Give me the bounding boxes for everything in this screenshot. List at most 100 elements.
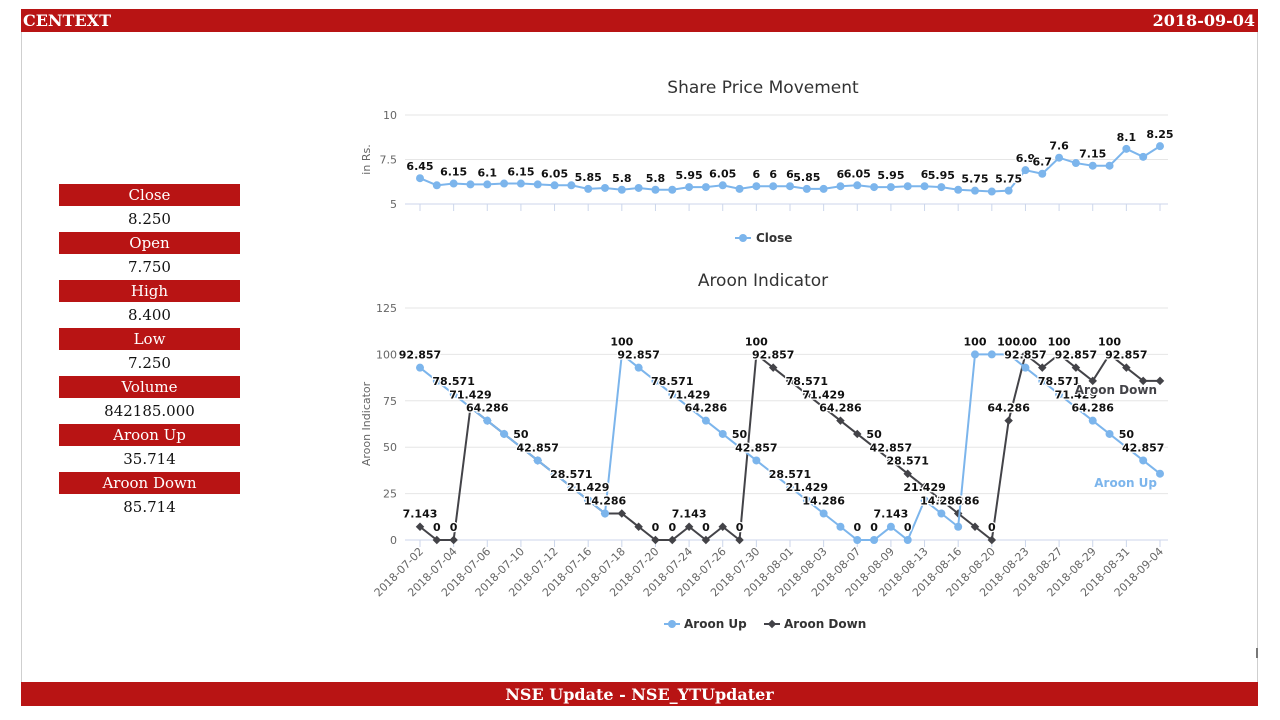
data-point <box>1038 169 1047 178</box>
data-point <box>1122 443 1131 452</box>
stat-value: 35.714 <box>123 450 176 468</box>
data-point <box>802 184 811 193</box>
data-label: 92.857 <box>1105 349 1147 362</box>
data-label: 78.571 <box>786 375 828 388</box>
data-label: 0 <box>904 521 912 534</box>
data-point <box>432 535 442 545</box>
stat-aroon-up: Aroon Up 35.714 <box>59 424 240 472</box>
stat-value: 7.250 <box>128 354 171 372</box>
data-label: 7.6 <box>1049 140 1069 153</box>
data-label: 5.95 <box>877 169 904 182</box>
data-label: 6 <box>786 168 794 181</box>
data-point <box>601 509 609 518</box>
data-point <box>1004 186 1013 195</box>
data-label: 28.571 <box>769 468 811 481</box>
stat-value: 7.750 <box>128 258 171 276</box>
data-label: 50 <box>513 428 529 441</box>
data-label: 8.1 <box>1117 131 1137 144</box>
data-point <box>802 389 812 399</box>
data-label: 92.857 <box>399 349 441 362</box>
data-label: 50 <box>732 428 748 441</box>
data-point <box>886 456 896 465</box>
data-point <box>483 180 492 189</box>
stats-panel: Close 8.250 Open 7.750 High 8.400 Low 7.… <box>59 184 240 520</box>
data-point <box>416 174 424 183</box>
data-point <box>651 376 660 385</box>
data-label: 100 <box>997 335 1020 348</box>
data-point <box>903 469 912 478</box>
legend-label: Close <box>756 231 792 245</box>
data-point <box>466 403 475 412</box>
data-point <box>718 429 727 438</box>
data-label: 100 <box>745 335 768 348</box>
data-label: 6.05 <box>541 167 568 180</box>
data-point <box>466 180 475 189</box>
data-label: 14.286 <box>937 494 980 507</box>
data-point <box>668 535 677 545</box>
data-label: 50 <box>513 428 529 441</box>
data-point <box>432 376 441 385</box>
data-point <box>483 416 492 425</box>
data-label: 6.05 <box>709 167 736 180</box>
data-point <box>668 185 677 194</box>
report-date: 2018-09-04 <box>1152 11 1255 30</box>
data-label: 28.571 <box>550 468 592 481</box>
data-point <box>685 403 694 412</box>
y-axis-title: Aroon Indicator <box>360 381 373 466</box>
stat-value: 842185.000 <box>104 402 195 420</box>
legend-label: Aroon Up <box>684 617 747 631</box>
legend-marker <box>767 619 777 629</box>
data-label: 21.429 <box>903 481 945 494</box>
data-point <box>819 509 828 518</box>
data-label: 5.75 <box>995 173 1022 186</box>
stat-label: Aroon Down <box>59 472 240 494</box>
y-tick-label: 0 <box>390 534 397 547</box>
data-label: 5.95 <box>676 169 703 182</box>
data-label: 42.857 <box>870 441 912 454</box>
data-point <box>920 496 929 505</box>
data-point <box>937 509 946 518</box>
data-point <box>937 495 946 505</box>
data-point <box>1105 350 1114 359</box>
chart-title: Aroon Indicator <box>698 271 828 291</box>
data-point <box>785 376 795 386</box>
data-point <box>1139 456 1148 465</box>
data-label: 21.429 <box>786 481 828 494</box>
data-point <box>853 181 862 190</box>
data-point <box>1088 376 1097 386</box>
data-point <box>634 522 643 531</box>
chart-title: Share Price Movement <box>667 78 859 98</box>
stat-label: Low <box>59 328 240 350</box>
data-point <box>567 181 576 190</box>
stat-aroon-down: Aroon Down 85.714 <box>59 472 240 520</box>
data-point <box>836 182 845 191</box>
data-point <box>987 187 996 196</box>
data-point <box>886 522 895 531</box>
data-point <box>1122 363 1131 372</box>
data-label: 42.857 <box>517 441 559 454</box>
data-label: 100 <box>1048 335 1071 348</box>
y-tick-label: 25 <box>383 488 397 501</box>
data-point <box>1071 403 1080 412</box>
legend-marker <box>739 234 747 242</box>
data-point <box>701 183 710 192</box>
data-label: 42.857 <box>735 441 777 454</box>
data-point <box>651 535 660 545</box>
data-point <box>752 456 761 465</box>
data-point <box>668 390 677 399</box>
y-tick-label: 75 <box>383 395 397 408</box>
data-point <box>769 469 778 478</box>
data-point <box>903 182 912 191</box>
data-point <box>853 536 862 544</box>
stat-value: 8.250 <box>128 210 171 228</box>
data-label: 6.05 <box>844 167 871 180</box>
data-point <box>735 443 744 452</box>
data-point <box>567 482 576 491</box>
data-label: 5.75 <box>961 173 988 186</box>
data-label: 78.571 <box>432 375 474 388</box>
stat-volume: Volume 842185.000 <box>59 376 240 424</box>
data-point <box>769 182 778 191</box>
data-label: 6.15 <box>440 166 467 179</box>
series-end-label: Aroon Down <box>1075 383 1157 397</box>
